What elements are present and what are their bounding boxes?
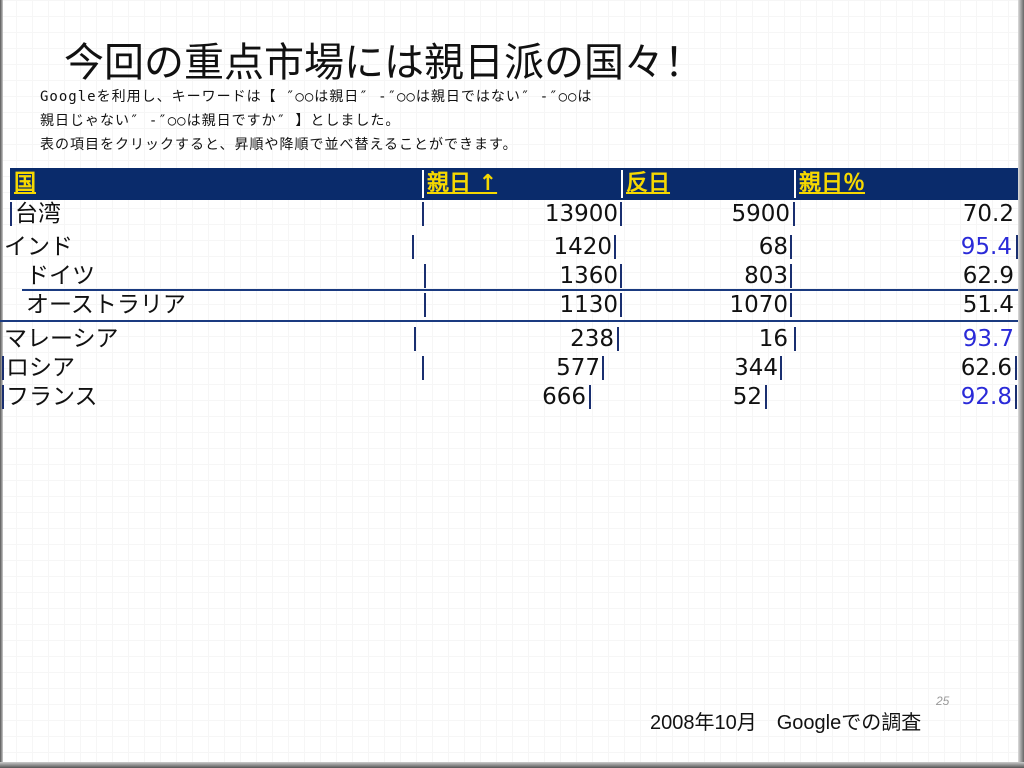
row-anti: 1070: [729, 292, 788, 318]
description-line-3: 表の項目をクリックすると、昇順や降順で並べ替えることができます。: [40, 137, 518, 153]
page-number: 25: [936, 694, 950, 708]
cell-border: [620, 293, 622, 317]
row-country: フランス: [6, 384, 98, 410]
row-pct: 62.9: [962, 263, 1014, 289]
row-country: オーストラリア: [26, 292, 186, 318]
row-pro: 577: [556, 355, 600, 381]
row-pct: 70.2: [962, 201, 1014, 227]
row-pro: 666: [542, 384, 586, 410]
cell-border: [414, 327, 416, 351]
cell-border: [1015, 356, 1017, 380]
row-country: マレーシア: [4, 326, 119, 352]
cell-border: [10, 202, 12, 226]
row-country: ロシア: [6, 355, 75, 381]
row-pct: 51.4: [962, 292, 1014, 318]
slide-edge-bottom: [0, 762, 1024, 768]
cell-border: [620, 202, 622, 226]
cell-border: [790, 293, 792, 317]
slide-edge-right: [1018, 0, 1024, 768]
row-separator: [0, 320, 1018, 322]
row-anti: 344: [734, 355, 778, 381]
cell-border: [412, 235, 414, 259]
description-line-1: Googleを利用し、キーワードは【 ″○○は親日″ -″○○は親日ではない″ …: [40, 89, 593, 105]
header-pro-percent[interactable]: 親日％: [799, 171, 866, 196]
row-pct: 62.6: [960, 355, 1012, 381]
row-pro: 1360: [559, 263, 618, 289]
table-header: [10, 168, 1018, 200]
slide-caption: 2008年10月 Googleでの調査: [650, 712, 922, 734]
header-separator: [422, 170, 424, 198]
cell-border: [424, 293, 426, 317]
cell-border: [1016, 235, 1018, 259]
row-pct: 93.7: [962, 326, 1014, 352]
header-country[interactable]: 国: [14, 171, 37, 196]
cell-border: [2, 385, 4, 409]
row-country: 台湾: [15, 201, 61, 227]
row-pro: 238: [570, 326, 614, 352]
cell-border: [793, 202, 795, 226]
cell-border: [2, 356, 4, 380]
header-separator: [794, 170, 796, 198]
row-separator: [22, 289, 1018, 291]
cell-border: [589, 385, 591, 409]
cell-border: [780, 356, 782, 380]
cell-border: [602, 356, 604, 380]
cell-border: [620, 264, 622, 288]
row-country: インド: [4, 234, 73, 260]
row-anti: 68: [758, 234, 788, 260]
cell-border: [765, 385, 767, 409]
cell-border: [794, 327, 796, 351]
cell-border: [422, 202, 424, 226]
row-pct: 95.4: [960, 234, 1012, 260]
header-pro-japan[interactable]: 親日 ↑: [427, 171, 498, 196]
row-pro: 1420: [553, 234, 612, 260]
description-line-2: 親日じゃない″ -″○○は親日ですか″ 】としました。: [40, 113, 401, 129]
row-anti: 803: [744, 263, 788, 289]
header-separator: [621, 170, 623, 198]
row-pct: 92.8: [960, 384, 1012, 410]
row-anti: 5900: [731, 201, 790, 227]
row-pro: 1130: [559, 292, 618, 318]
row-anti: 52: [732, 384, 762, 410]
cell-border: [422, 356, 424, 380]
cell-border: [424, 264, 426, 288]
row-country: ドイツ: [26, 263, 95, 289]
cell-border: [790, 264, 792, 288]
cell-border: [617, 327, 619, 351]
cell-border: [1015, 385, 1017, 409]
slide-title: 今回の重点市場には親日派の国々！: [64, 40, 704, 86]
slide-edge-left: [0, 0, 3, 768]
cell-border: [790, 235, 792, 259]
header-anti-japan[interactable]: 反日: [626, 171, 671, 196]
cell-border: [614, 235, 616, 259]
row-anti: 16: [758, 326, 788, 352]
row-pro: 13900: [544, 201, 618, 227]
